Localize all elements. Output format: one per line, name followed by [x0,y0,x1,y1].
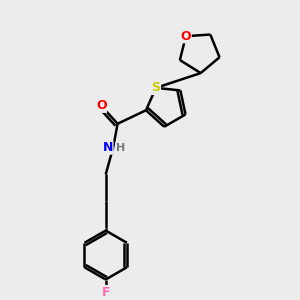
Text: N: N [103,141,113,154]
Text: H: H [116,142,125,153]
Text: O: O [181,30,191,43]
Text: S: S [152,81,160,94]
Text: O: O [96,99,106,112]
Text: F: F [101,286,110,298]
